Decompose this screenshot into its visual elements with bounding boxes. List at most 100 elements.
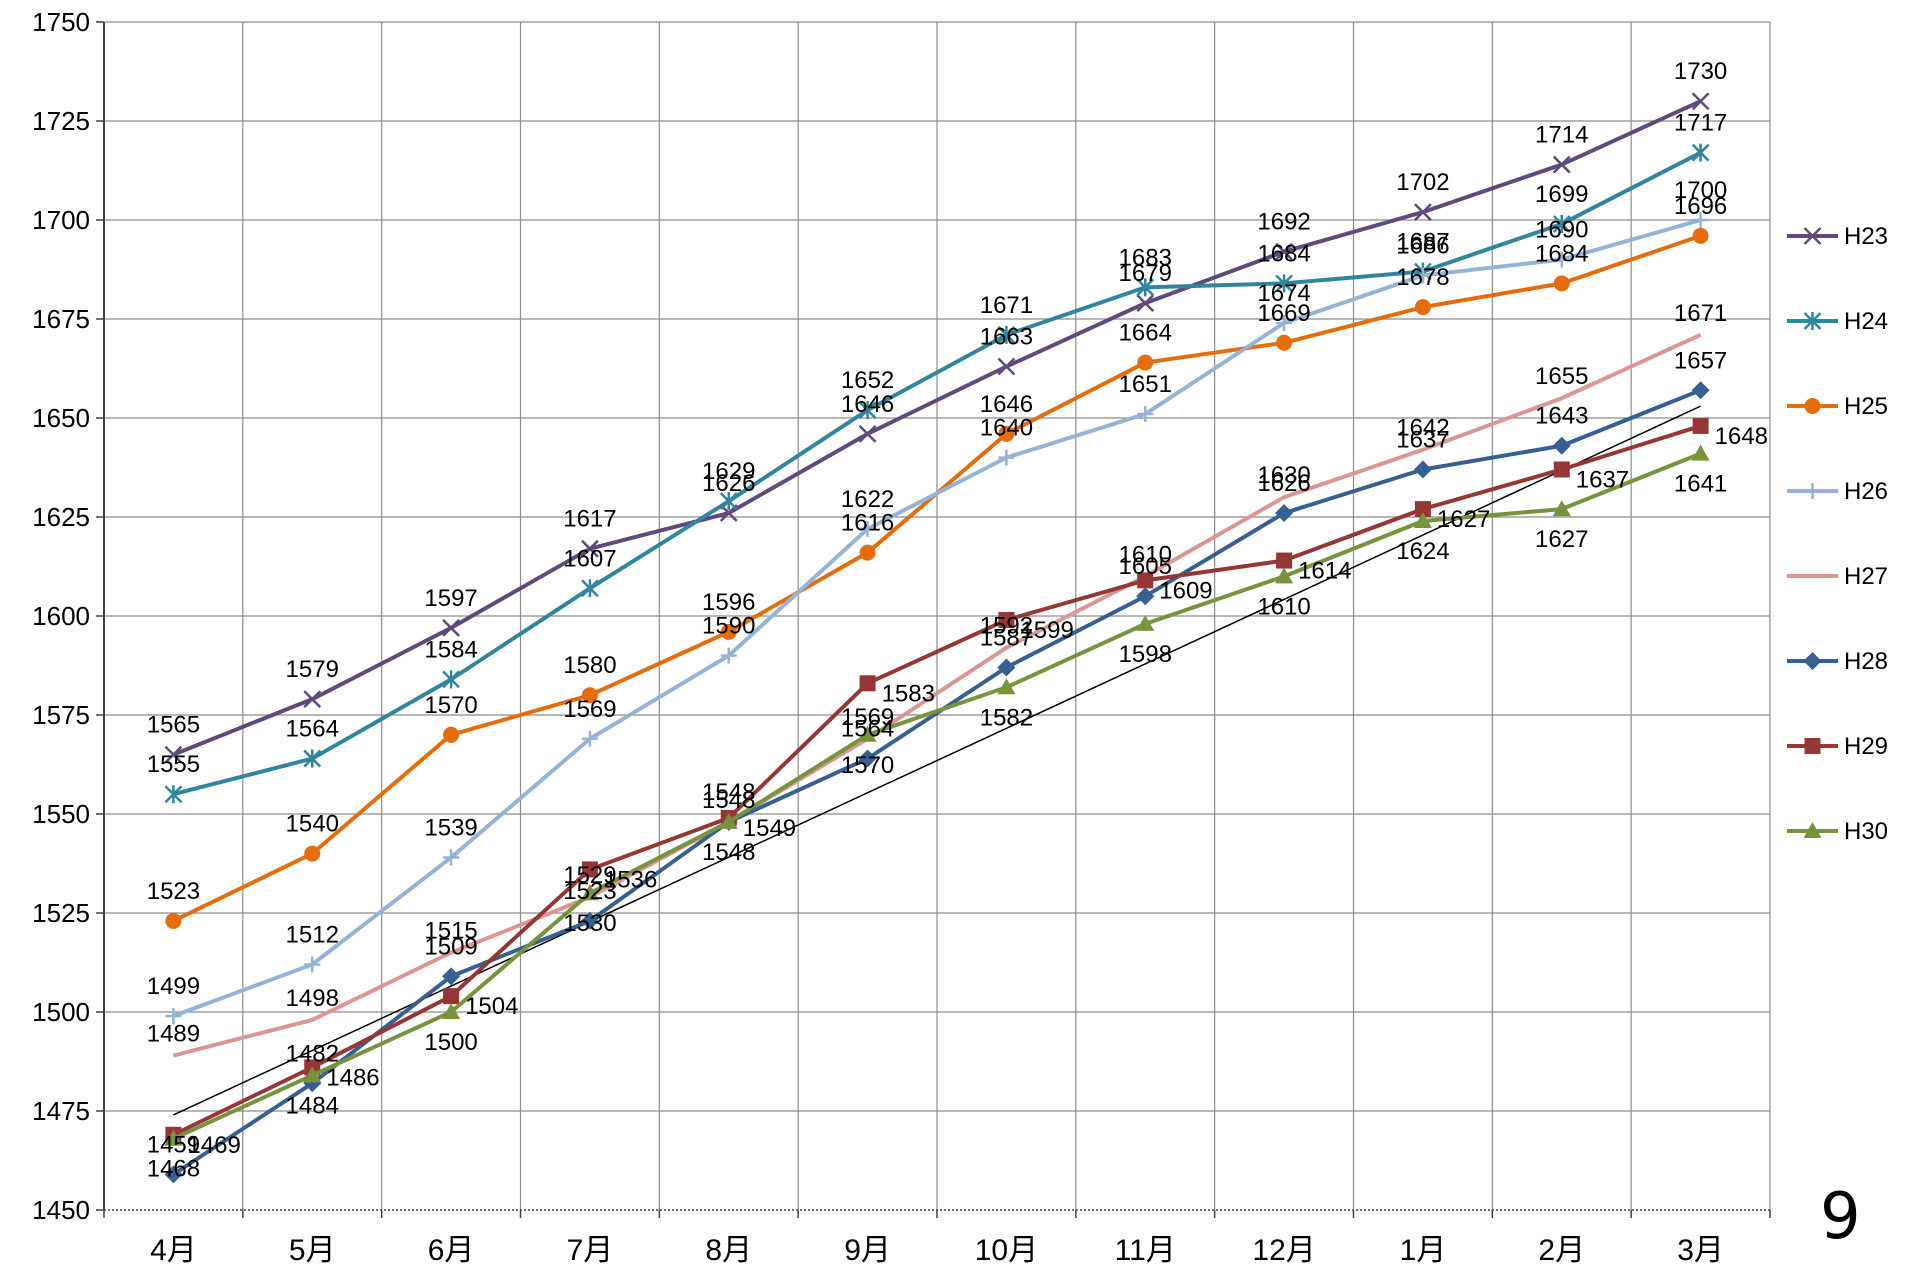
data-point (1692, 227, 1709, 244)
data-label: 1671 (1674, 300, 1727, 327)
data-label: 1530 (563, 910, 616, 937)
data-label: 1643 (1535, 403, 1588, 430)
data-label: 1626 (1257, 470, 1310, 497)
data-point (859, 675, 876, 692)
data-label: 1617 (563, 506, 616, 533)
data-label: 1699 (1535, 181, 1588, 208)
legend-label: H28 (1844, 648, 1888, 675)
data-label: 1614 (1298, 558, 1351, 585)
data-point (164, 1129, 183, 1146)
data-point (1414, 501, 1431, 518)
y-tick-label: 1675 (32, 304, 90, 334)
legend-label: H23 (1844, 223, 1888, 250)
data-label: 1499 (147, 973, 200, 1000)
data-label: 1523 (147, 878, 200, 905)
y-tick-label: 1575 (32, 700, 90, 730)
data-label: 1637 (1576, 466, 1629, 493)
data-point (581, 730, 598, 747)
legend-marker (1803, 822, 1822, 838)
data-label: 1609 (1159, 577, 1212, 604)
series-h23 (164, 92, 1710, 764)
y-tick-label: 1700 (32, 205, 90, 235)
data-label: 1590 (702, 613, 755, 640)
x-tick-label: 7月 (567, 1234, 614, 1267)
data-label: 1584 (424, 636, 477, 663)
data-point (1691, 444, 1710, 461)
data-label: 1700 (1674, 177, 1727, 204)
data-point (1692, 417, 1709, 434)
data-label: 1629 (702, 458, 755, 485)
series-line (172, 218, 1702, 1018)
data-label: 1498 (286, 985, 339, 1012)
series-line (172, 333, 1702, 1058)
data-label: 1714 (1535, 122, 1588, 149)
data-label: 1565 (147, 712, 200, 739)
data-label: 1500 (424, 1029, 477, 1056)
data-point (998, 449, 1015, 466)
data-point (580, 884, 599, 901)
data-point (1275, 567, 1294, 584)
data-point (442, 967, 461, 986)
data-label: 1678 (1396, 264, 1449, 291)
data-label: 1622 (841, 486, 894, 513)
data-label: 1459 (147, 1131, 200, 1158)
data-point (303, 1066, 322, 1083)
page-number: 9 (1820, 1180, 1861, 1254)
data-label: 1646 (841, 391, 894, 418)
data-point (1552, 436, 1571, 455)
data-point (720, 623, 737, 640)
data-label: 1579 (286, 656, 339, 683)
data-point (1691, 143, 1710, 162)
data-label: 1539 (424, 815, 477, 842)
data-point (581, 579, 599, 598)
data-label: 1648 (1715, 423, 1768, 450)
data-point (859, 520, 876, 537)
y-tick-label: 1550 (32, 799, 90, 829)
legend-item: H25 (1787, 393, 1888, 420)
data-point (164, 745, 183, 764)
data-label: 1549 (743, 815, 796, 842)
data-label: 1627 (1535, 526, 1588, 553)
data-point (1276, 314, 1293, 331)
gridlines (104, 21, 1771, 1210)
legend-item: H29 (1787, 733, 1888, 760)
data-label: 1468 (147, 1156, 200, 1183)
data-point (1414, 267, 1431, 284)
data-label: 1509 (424, 933, 477, 960)
data-point (1136, 614, 1155, 631)
data-point (1276, 334, 1293, 351)
legend-label: H24 (1844, 308, 1888, 335)
data-point (1275, 504, 1294, 523)
data-point (443, 849, 460, 866)
trendline (173, 405, 1701, 1116)
data-point (719, 812, 738, 829)
data-point (1552, 500, 1571, 517)
data-point (165, 912, 182, 929)
data-label: 1616 (841, 510, 894, 537)
data-label: 1486 (326, 1064, 379, 1091)
data-label: 1569 (563, 696, 616, 723)
data-point (304, 956, 321, 973)
data-point (858, 725, 877, 742)
data-point (164, 785, 183, 804)
data-point (1552, 214, 1571, 233)
data-label: 1626 (702, 470, 755, 497)
data-label: 1599 (1020, 617, 1073, 644)
data-label: 1598 (1119, 641, 1172, 668)
data-point (1414, 299, 1431, 316)
data-label: 1596 (702, 589, 755, 616)
data-label: 1570 (424, 692, 477, 719)
data-label: 1504 (465, 993, 518, 1020)
legend-label: H27 (1844, 563, 1888, 590)
data-point (1553, 461, 1570, 478)
data-label: 1671 (980, 292, 1033, 319)
data-point (859, 544, 876, 561)
legend-item: H28 (1787, 648, 1888, 675)
data-point (443, 726, 460, 743)
series-line (172, 150, 1702, 797)
data-label: 1692 (1257, 209, 1310, 236)
data-label: 1684 (1535, 240, 1588, 267)
data-point (165, 1007, 182, 1024)
